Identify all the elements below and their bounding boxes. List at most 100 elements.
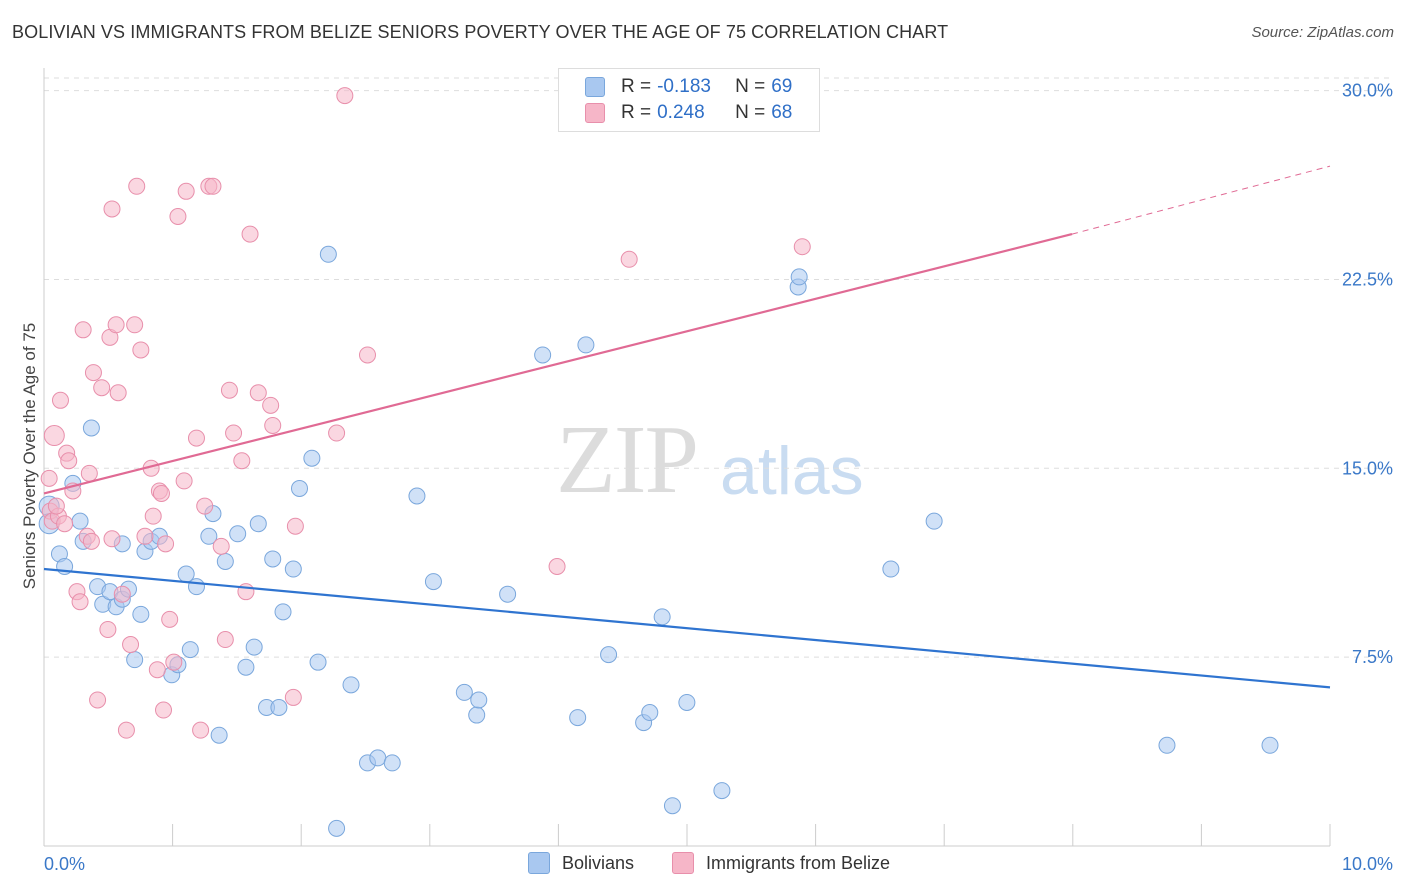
bolivian-point	[249, 515, 267, 533]
belize-point	[216, 631, 234, 649]
belize-point	[113, 585, 131, 603]
belize-point	[136, 527, 154, 545]
legend-n-value: 69	[771, 76, 793, 97]
belize-point	[155, 701, 173, 719]
belize-point	[128, 177, 146, 195]
legend-row-belize: R = 0.248 N = 68	[585, 101, 792, 125]
correlation-legend: R = -0.183 N = 69 R = 0.248 N = 68	[558, 68, 820, 132]
belize-point	[71, 593, 89, 611]
bolivian-point	[291, 479, 309, 497]
bolivian-point	[408, 487, 426, 505]
bolivian-point	[653, 608, 671, 626]
legend-r-value: 0.248	[657, 102, 705, 123]
bolivian-point	[713, 782, 731, 800]
belize-point	[126, 316, 144, 334]
bolivians-trend-line	[43, 567, 1331, 689]
bolivian-point	[577, 336, 595, 354]
belize-point	[56, 515, 74, 533]
x-tick-label: 0.0%	[44, 854, 85, 874]
belize-point	[144, 507, 162, 525]
legend-r-value: -0.183	[657, 76, 711, 97]
bolivian-point	[71, 512, 89, 530]
belize-point	[262, 396, 280, 414]
bolivian-point	[303, 449, 321, 467]
bolivian-point	[455, 683, 473, 701]
belize-point	[109, 384, 127, 402]
belize-point	[74, 321, 92, 339]
legend-r-label: R =	[621, 102, 652, 123]
bolivian-point	[264, 550, 282, 568]
chart-title: BOLIVIAN VS IMMIGRANTS FROM BELIZE SENIO…	[12, 22, 949, 42]
bolivian-point	[270, 699, 288, 717]
belize-point	[225, 424, 243, 442]
bolivian-point	[600, 646, 618, 664]
belize-point	[107, 316, 125, 334]
belize-point	[175, 472, 193, 490]
belize-point	[51, 391, 69, 409]
x-tick-label: 10.0%	[1342, 854, 1393, 874]
bolivian-point	[383, 754, 401, 772]
belize-point	[165, 653, 183, 671]
belize-trend-line	[43, 233, 1073, 495]
y-tick-label: 7.5%	[1352, 647, 1393, 667]
bolivian-point	[132, 605, 150, 623]
belize-point	[249, 384, 267, 402]
bolivian-point	[328, 819, 346, 837]
belize-point	[177, 182, 195, 200]
belize-point	[204, 177, 222, 195]
legend-n-label: N =	[735, 76, 766, 97]
belize-point	[161, 610, 179, 628]
y-tick-label: 15.0%	[1342, 458, 1393, 478]
bottom-legend-label: Immigrants from Belize	[706, 852, 891, 873]
bolivian-point	[468, 706, 486, 724]
belize-point	[132, 341, 150, 359]
bolivian-point	[569, 709, 587, 727]
belize-point	[286, 517, 304, 535]
y-tick-label: 30.0%	[1342, 81, 1393, 101]
belize-point	[793, 238, 811, 256]
belize-point	[548, 557, 566, 575]
belize-point	[117, 721, 135, 739]
bottom-legend-swatch-pink	[672, 852, 694, 874]
bolivian-point	[181, 641, 199, 659]
bolivian-point	[882, 560, 900, 578]
watermark-atlas: atlas	[720, 433, 864, 509]
bolivian-point	[229, 525, 247, 543]
belize-point	[241, 225, 259, 243]
bolivian-point	[82, 419, 100, 437]
belize-point	[152, 484, 170, 502]
belize-trend-extension	[1071, 165, 1331, 235]
source-label: Source: ZipAtlas.com	[1251, 24, 1394, 41]
legend-n-label: N =	[735, 102, 766, 123]
belize-point	[358, 346, 376, 364]
bolivian-point	[274, 603, 292, 621]
belize-point	[40, 469, 58, 487]
belize-point	[122, 636, 140, 654]
belize-point	[212, 537, 230, 555]
belize-point	[284, 688, 302, 706]
belize-point	[60, 452, 78, 470]
bottom-legend-belize: Immigrants from Belize	[672, 850, 890, 876]
bottom-legend-label: Bolivians	[562, 852, 635, 873]
legend-row-bolivians: R = -0.183 N = 69	[585, 75, 792, 99]
belize-point	[103, 530, 121, 548]
bolivian-point	[210, 726, 228, 744]
bolivian-point	[342, 676, 360, 694]
belize-point	[264, 416, 282, 434]
belize-point	[103, 200, 121, 218]
bolivian-point	[470, 691, 488, 709]
bolivian-point	[200, 527, 218, 545]
bolivian-point	[237, 658, 255, 676]
belize-point	[220, 381, 238, 399]
legend-swatch-pink	[585, 103, 605, 123]
bolivian-point	[424, 573, 442, 591]
belize-point	[192, 721, 210, 739]
belize-point	[43, 425, 65, 447]
belize-point	[93, 379, 111, 397]
belize-point	[169, 207, 187, 225]
y-tick-label: 22.5%	[1342, 269, 1393, 289]
belize-point	[99, 620, 117, 638]
bolivian-point	[319, 245, 337, 263]
belize-point	[148, 661, 166, 679]
